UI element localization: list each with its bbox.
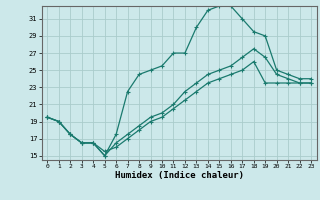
X-axis label: Humidex (Indice chaleur): Humidex (Indice chaleur) — [115, 171, 244, 180]
